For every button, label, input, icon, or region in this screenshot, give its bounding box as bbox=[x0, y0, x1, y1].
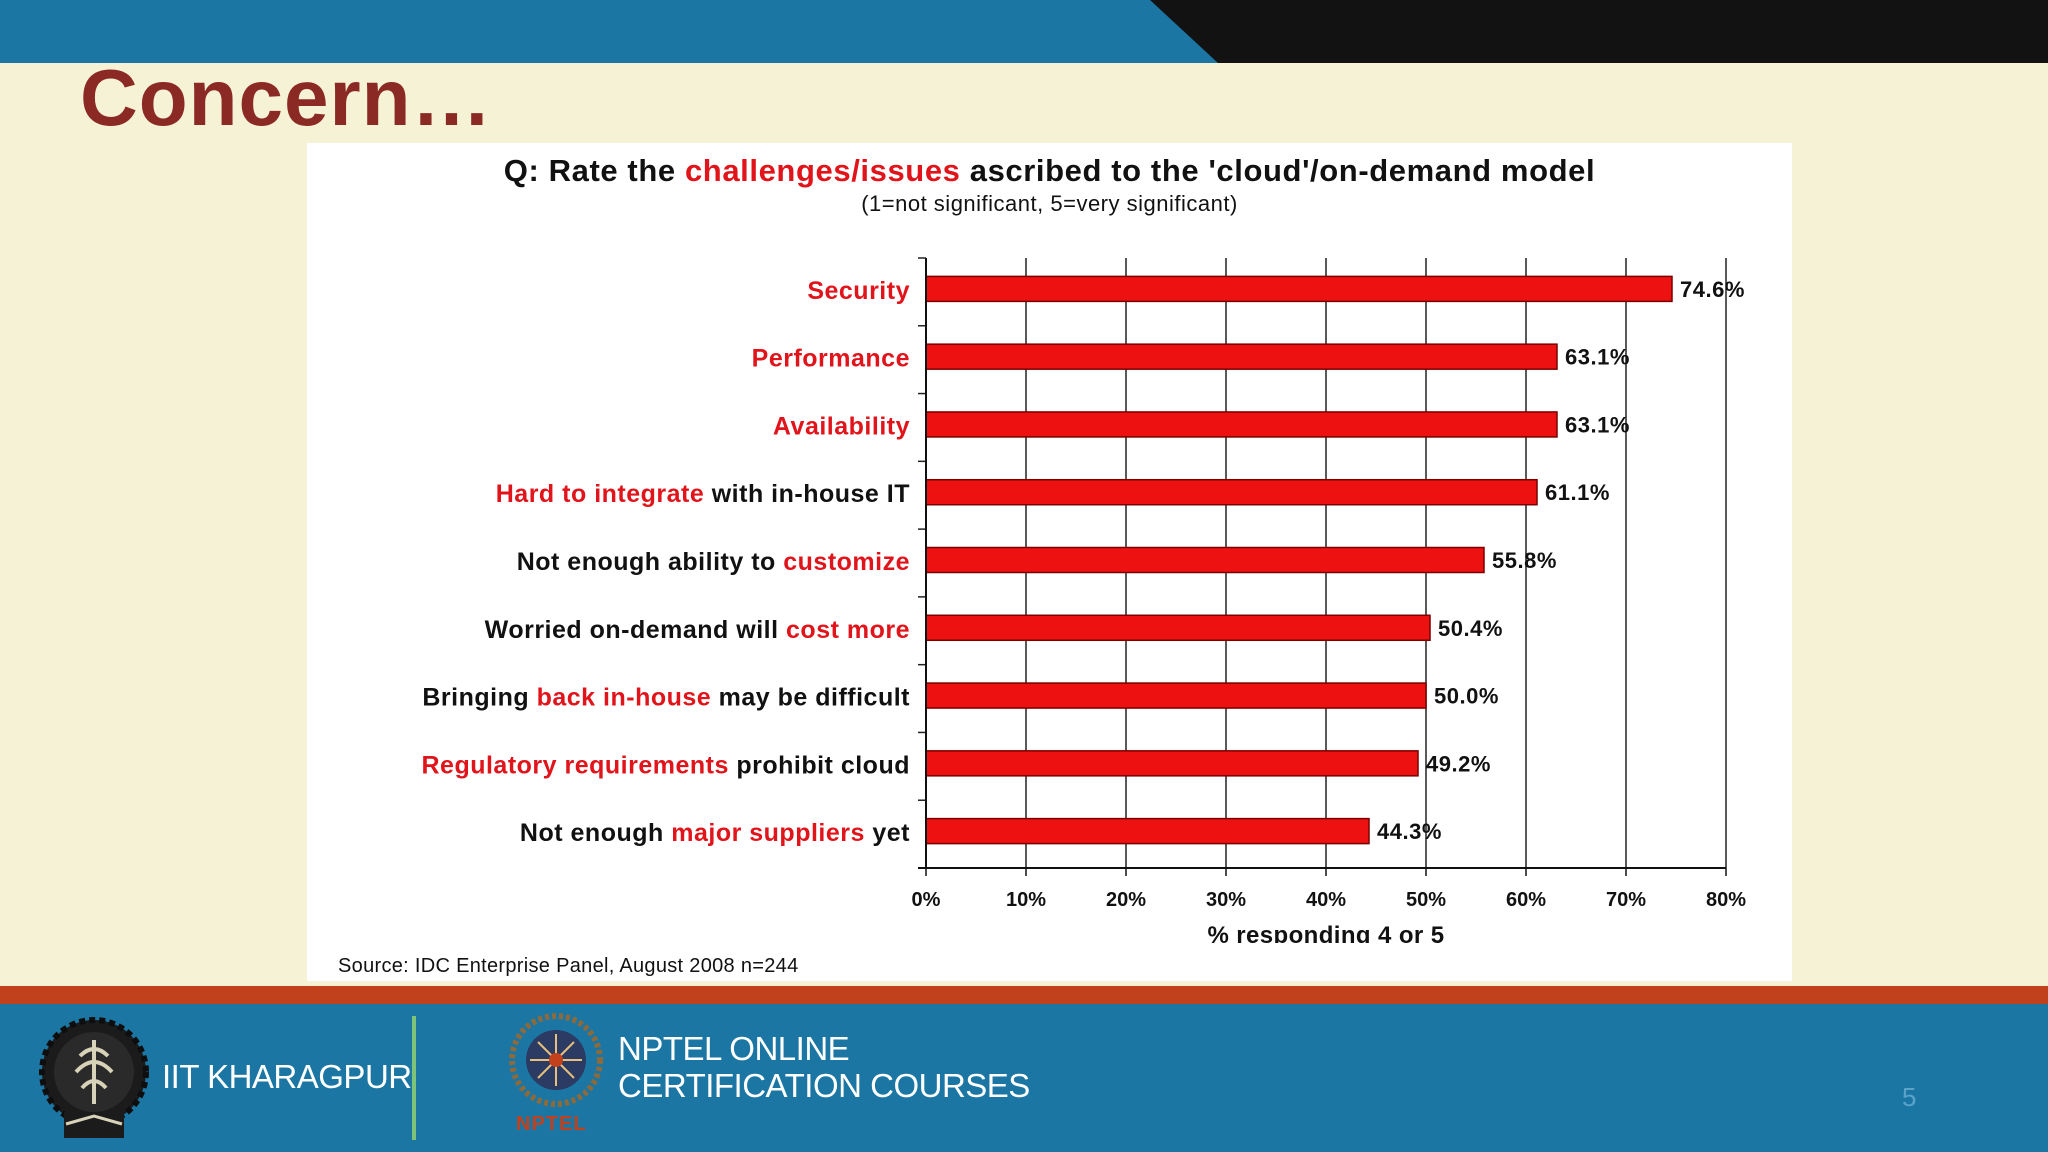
category-label-part: Not enough bbox=[520, 819, 671, 847]
category-label-part: customize bbox=[783, 548, 910, 576]
x-tick-label: 60% bbox=[1506, 889, 1546, 911]
bar bbox=[925, 546, 1485, 574]
category-label-part: Bringing bbox=[422, 684, 536, 712]
program-name: NPTEL ONLINE CERTIFICATION COURSES bbox=[618, 1030, 1030, 1104]
category-label-part: back in-house bbox=[537, 684, 712, 712]
bar bbox=[925, 275, 1673, 303]
bar-value-label: 44.3% bbox=[1377, 819, 1442, 844]
x-tick-label: 0% bbox=[912, 889, 941, 911]
header-dark-band bbox=[1150, 0, 2048, 63]
bar bbox=[925, 817, 1370, 845]
category-label-part: major suppliers bbox=[671, 819, 865, 847]
bar-value-label: 74.6% bbox=[1680, 277, 1745, 302]
category-label-part: Not enough ability to bbox=[517, 548, 784, 576]
footer-bar bbox=[0, 1004, 2048, 1152]
x-tick-label: 30% bbox=[1206, 889, 1246, 911]
x-tick-label: 50% bbox=[1406, 889, 1446, 911]
bar-value-label: 63.1% bbox=[1565, 412, 1630, 437]
page-number: 5 bbox=[1902, 1082, 1917, 1112]
category-label: Hard to integrate with in-house IT bbox=[496, 480, 910, 508]
question-suffix: ascribed to the 'cloud'/on-demand model bbox=[960, 153, 1596, 188]
institute-name: IIT KHARAGPUR bbox=[162, 1058, 412, 1095]
category-label-part: Performance bbox=[752, 345, 910, 373]
x-tick-label: 20% bbox=[1106, 889, 1146, 911]
chart-panel: Q: Rate the challenges/issues ascribed t… bbox=[307, 143, 1792, 981]
category-label: Availability bbox=[773, 412, 910, 440]
bar bbox=[925, 343, 1558, 370]
category-label: Security bbox=[807, 277, 910, 305]
category-label-part: may be difficult bbox=[711, 684, 910, 712]
x-tick-label: 10% bbox=[1006, 889, 1046, 911]
bar bbox=[925, 682, 1427, 709]
bar bbox=[925, 614, 1431, 642]
category-label: Not enough ability to customize bbox=[517, 548, 910, 576]
chart-question: Q: Rate the challenges/issues ascribed t… bbox=[307, 153, 1792, 189]
footer-accent-stripe bbox=[0, 986, 2048, 1004]
x-axis-title: % responding 4 or 5 bbox=[1208, 922, 1445, 943]
category-label-part: prohibit cloud bbox=[729, 751, 910, 779]
category-label: Worried on-demand will cost more bbox=[485, 616, 910, 644]
x-tick-label: 70% bbox=[1606, 889, 1646, 911]
program-line-1: NPTEL ONLINE bbox=[618, 1030, 850, 1067]
bar bbox=[925, 411, 1558, 438]
x-tick-label: 40% bbox=[1306, 889, 1346, 911]
bar-value-label: 49.2% bbox=[1426, 751, 1491, 776]
scale-note: (1=not significant, 5=very significant) bbox=[861, 191, 1238, 216]
iit-kharagpur-logo-icon bbox=[39, 1017, 149, 1138]
nptel-badge-text: NPTEL bbox=[516, 1113, 587, 1135]
bar-value-label: 63.1% bbox=[1565, 345, 1630, 370]
category-label-part: cost more bbox=[786, 616, 910, 644]
question-highlight: challenges/issues bbox=[684, 153, 961, 188]
slide-title: Concern… bbox=[80, 53, 493, 142]
category-label-part: Security bbox=[807, 277, 910, 305]
category-label-part: Hard to integrate bbox=[496, 480, 705, 508]
program-line-2: CERTIFICATION COURSES bbox=[618, 1067, 1030, 1104]
bar-value-label: 50.4% bbox=[1438, 616, 1503, 641]
source-note: Source: IDC Enterprise Panel, August 200… bbox=[338, 955, 799, 977]
category-label: Performance bbox=[752, 345, 910, 373]
category-label-part: with in-house IT bbox=[704, 480, 910, 508]
bar-value-label: 55.8% bbox=[1492, 548, 1557, 573]
footer-divider bbox=[412, 1016, 416, 1140]
category-label: Not enough major suppliers yet bbox=[520, 819, 910, 847]
nptel-logo-icon bbox=[509, 1013, 603, 1107]
category-label-part: yet bbox=[865, 819, 910, 847]
category-label-part: Regulatory requirements bbox=[421, 751, 728, 779]
category-label-part: Worried on-demand will bbox=[485, 616, 786, 644]
bar-chart: 0% 10% 20% 30% 40% 50% 60% 70% 80% % responding 4… bbox=[421, 257, 1746, 943]
bar bbox=[925, 750, 1419, 777]
category-label: Regulatory requirements prohibit cloud bbox=[421, 751, 910, 779]
bar-value-label: 50.0% bbox=[1434, 684, 1499, 709]
question-prefix: Q: Rate the bbox=[503, 153, 685, 188]
bar-value-label: 61.1% bbox=[1545, 480, 1610, 505]
category-label-part: Availability bbox=[773, 412, 910, 440]
bar bbox=[925, 478, 1538, 506]
x-tick-label: 80% bbox=[1706, 889, 1746, 911]
category-label: Bringing back in-house may be difficult bbox=[422, 684, 910, 712]
